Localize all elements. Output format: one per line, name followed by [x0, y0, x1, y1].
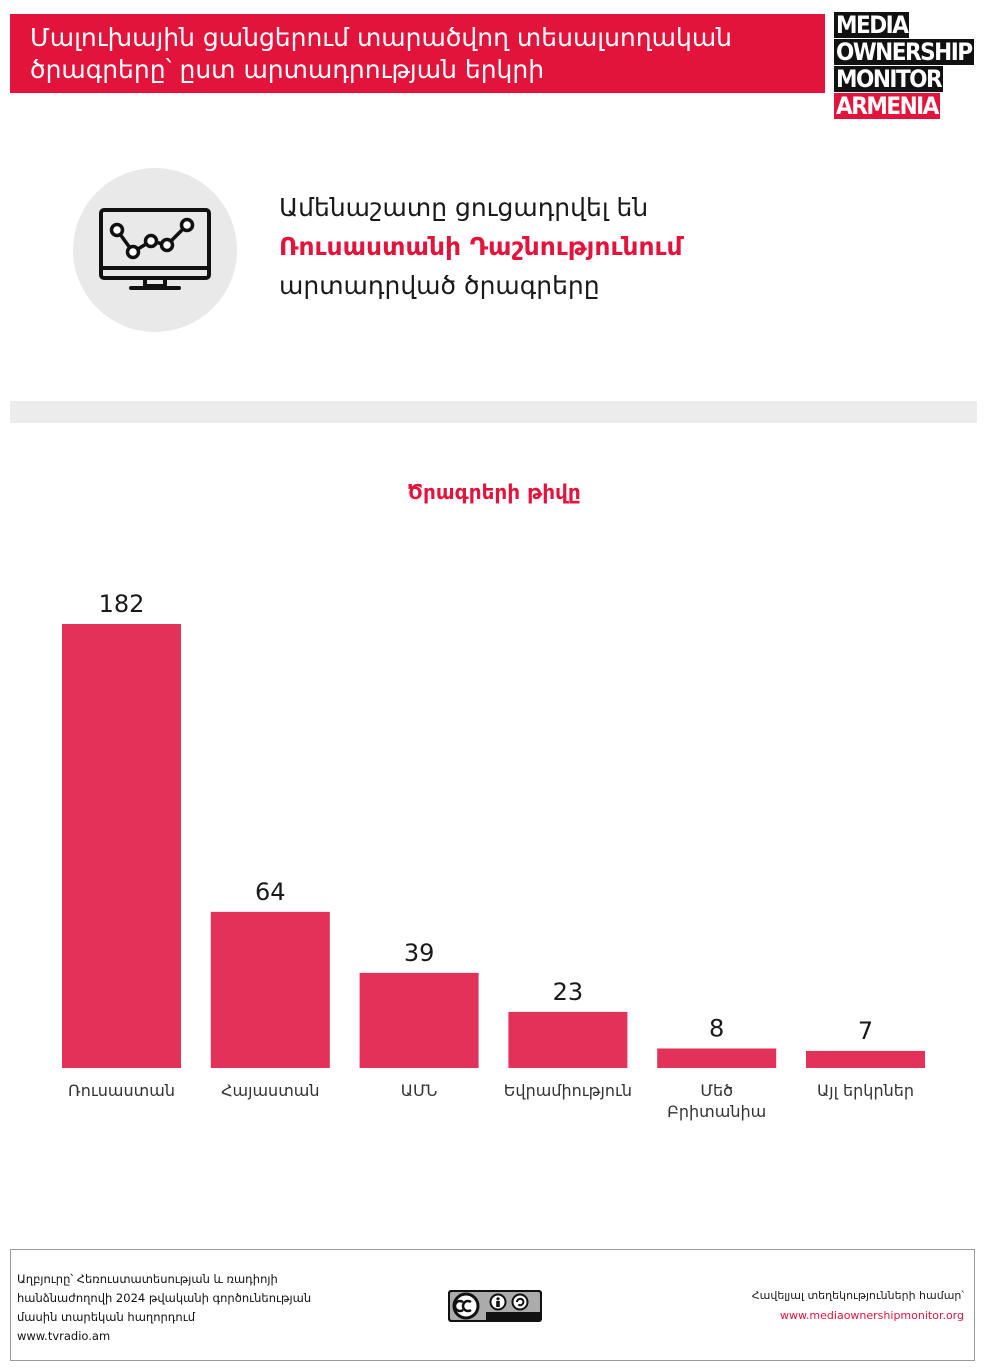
key-finding: Ամենաշատը ցուցադրվել են Ռուսաստանի Դաշնո…	[279, 188, 683, 305]
logo-line-media: MEDIA	[834, 11, 910, 39]
bar-chart: 182 Ռուսաստան 64 Հայաստան 39 ԱՄՆ 23 Եվրամիությո…	[62, 590, 925, 1121]
bar-2	[359, 972, 479, 1068]
source-url[interactable]: www.tvradio.am	[17, 1329, 111, 1343]
header-title: Մալուխային ցանցերում տարածվող տեսալսողակ…	[30, 22, 810, 86]
section-divider	[10, 401, 977, 423]
mom-logo: MEDIA OWNERSHIP MONITOR ARMENIA	[834, 12, 976, 120]
bar-3	[508, 1011, 628, 1068]
more-info: Հավելյալ տեղեկությունների համար՝ www.med…	[752, 1286, 964, 1326]
category-label-2: ԱՄՆ	[401, 1081, 438, 1100]
logo-line-armenia: ARMENIA	[834, 92, 940, 120]
more-info-label: Հավելյալ տեղեկությունների համար՝	[751, 1289, 964, 1302]
value-label-3: 23	[553, 978, 584, 1006]
value-label-0: 182	[99, 590, 145, 618]
source-line1: Աղբյուրը՝ Հեռուստատեսության և ռադիոյի	[17, 1272, 278, 1286]
bar-4	[657, 1048, 777, 1068]
category-label-3: Եվրամիություն	[504, 1081, 632, 1100]
bar-5	[806, 1050, 925, 1068]
value-label-1: 64	[255, 878, 286, 906]
key-finding-line3: արտադրված ծրագրերը	[279, 271, 600, 300]
category-label-0: Ռուսաստան	[68, 1081, 175, 1100]
icon-circle	[73, 168, 237, 332]
monitor-chart-icon	[99, 208, 211, 290]
category-label-5: Այլ երկրներ	[817, 1081, 914, 1100]
header-banner: Մալուխային ցանցերում տարածվող տեսալսողակ…	[10, 14, 825, 93]
header-title-line1: Մալուխային ցանցերում տարածվող տեսալսողակ…	[30, 23, 733, 52]
key-finding-line2: Ռուսաստանի Դաշնությունում	[279, 232, 683, 261]
source-note: Աղբյուրը՝ Հեռուստատեսության և ռադիոյի հա…	[17, 1270, 377, 1346]
category-label-1: Հայաստան	[221, 1081, 319, 1100]
logo-line-ownership: OWNERSHIP	[834, 38, 974, 66]
source-line3: մասին տարեկան հաղորդում	[17, 1310, 195, 1324]
value-label-4: 8	[709, 1014, 724, 1042]
key-finding-line1: Ամենաշատը ցուցադրվել են	[279, 193, 649, 222]
more-info-url[interactable]: www.mediaownershipmonitor.org	[779, 1309, 964, 1322]
category-label-4: Մեծ Բրիտանիա	[667, 1081, 766, 1121]
footer: Աղբյուրը՝ Հեռուստատեսության և ռադիոյի հա…	[10, 1249, 975, 1361]
header-title-line2: ծրագրերը՝ ըստ արտադրության երկրի	[30, 55, 545, 84]
value-label-5: 7	[858, 1017, 873, 1045]
bar-1	[210, 911, 330, 1068]
cc-by-sa-icon	[448, 1290, 542, 1322]
source-line2: հանձնաժողովի 2024 թվականի գործունեության	[17, 1291, 312, 1305]
value-label-2: 39	[404, 939, 435, 967]
bar-0	[62, 624, 181, 1068]
logo-line-monitor: MONITOR	[834, 65, 944, 93]
chart-title: Ծրագրերի թիվը	[407, 480, 581, 504]
